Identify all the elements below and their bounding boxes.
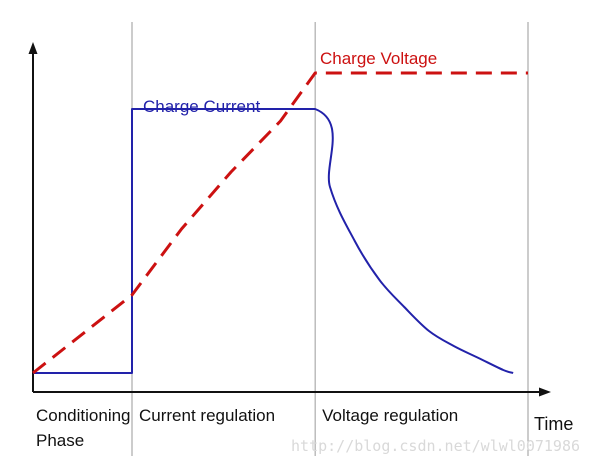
watermark: http://blog.csdn.net/wlwl0071986: [291, 437, 580, 455]
phase-label-1: Current regulation: [139, 406, 275, 425]
series-line-charge-voltage: [32, 71, 528, 375]
phase-label-2: Voltage regulation: [322, 406, 458, 425]
y-axis-arrow-icon: [28, 42, 38, 54]
series-layer: [32, 71, 528, 375]
phase-labels: Conditioning Phase Current regulation Volta…: [36, 406, 458, 450]
phase-label-0: Conditioning Phase: [36, 406, 131, 450]
series-label-charge-current: Charge Current: [143, 97, 260, 116]
series-line-charge-current: [33, 108, 514, 374]
series-label-charge-voltage: Charge Voltage: [320, 49, 437, 68]
x-axis-arrow-icon: [539, 387, 551, 397]
phase-boundaries: [131, 22, 529, 456]
axes: [28, 42, 551, 397]
x-axis-label: Time: [534, 414, 573, 434]
